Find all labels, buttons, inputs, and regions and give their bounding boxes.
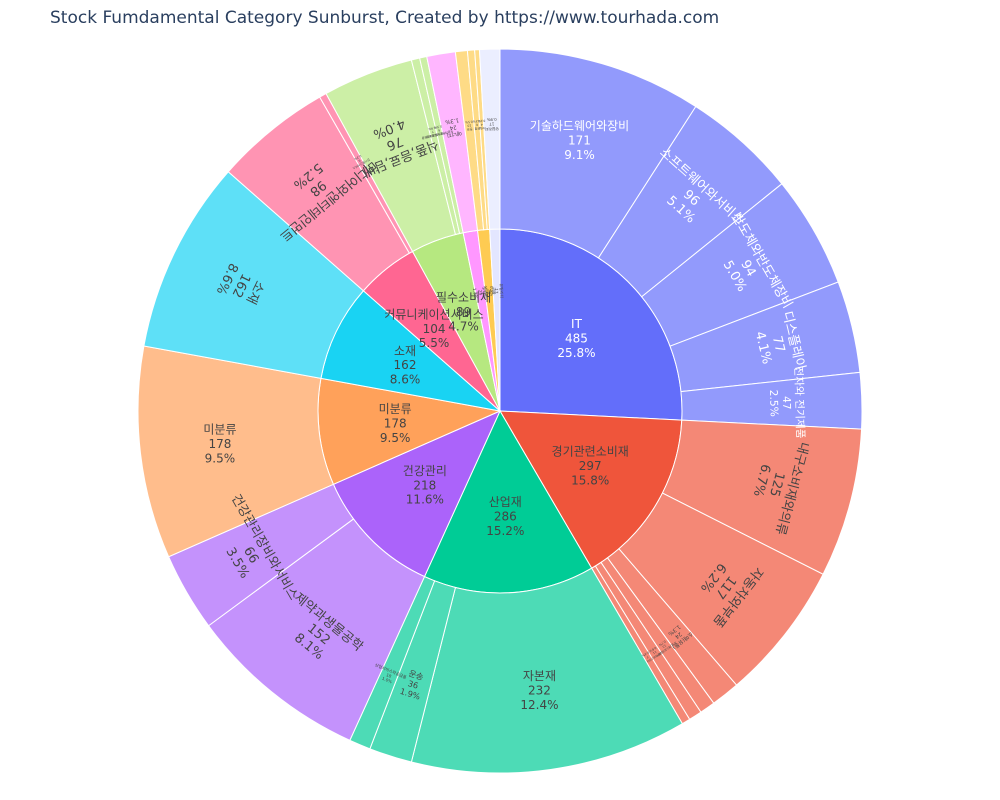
sector-label-4: 미분류 178 9.5% — [379, 402, 412, 445]
subsector-label-0-3: 디스플레이774.1% — [749, 310, 808, 379]
sunburst-segments — [137, 48, 863, 774]
sector-label-2: 산업재 286 15.2% — [486, 495, 524, 538]
subsector-label-9-1: 은행60.3% — [473, 119, 482, 132]
subsector-label-5-0: 소재1628.6% — [213, 260, 269, 310]
sector-label-5: 소재 162 8.6% — [390, 344, 421, 387]
sector-label-9: 금융201.1% — [482, 286, 497, 298]
subsector-label-9-2: 보험40.2% — [477, 119, 486, 132]
subsector-label-9-0: 증권100.5% — [465, 120, 474, 133]
sector-label-6: 커뮤니케이션서비스 104 5.5% — [384, 307, 483, 350]
sector-label-1: 경기관련소비재 297 15.8% — [552, 445, 629, 488]
sector-label-3: 건강관리 218 11.6% — [403, 464, 447, 507]
subsector-label-1-5: 기타70.4% — [641, 650, 654, 664]
sector-label-10: 유틸리티170.9% — [489, 283, 505, 298]
subsector-label-7-2: 식품과기본식료품소매60.3% — [424, 122, 454, 140]
subsector-label-8-0: 에너지241.3% — [444, 116, 462, 139]
subsector-label-4-0: 미분류 178 9.5% — [203, 423, 236, 466]
subsector-label-0-0: 기술하드웨어와장비 171 9.1% — [530, 119, 629, 162]
subsector-2-0[interactable] — [410, 567, 684, 774]
chart-title: Stock Fumdamental Category Sunburst, Cre… — [50, 8, 720, 28]
sector-label-8: 에너지241.3% — [471, 285, 490, 300]
subsector-label-1-4: 교육서비스110.6% — [646, 644, 664, 662]
subsector-label-7-1: 가정용품과개인용품70.4% — [419, 124, 446, 142]
sector-label-7: 필수소비재 89 4.7% — [436, 291, 491, 334]
subsector-label-10-0: 유틸리티170.9% — [484, 117, 499, 132]
subsector-label-2-0: 자본재 232 12.4% — [520, 669, 558, 712]
subsector-label-0-4: 전자와 전기제품472.5% — [766, 366, 807, 439]
subsector-10-0[interactable] — [478, 48, 501, 230]
sector-label-0: IT 485 25.8% — [557, 317, 595, 360]
